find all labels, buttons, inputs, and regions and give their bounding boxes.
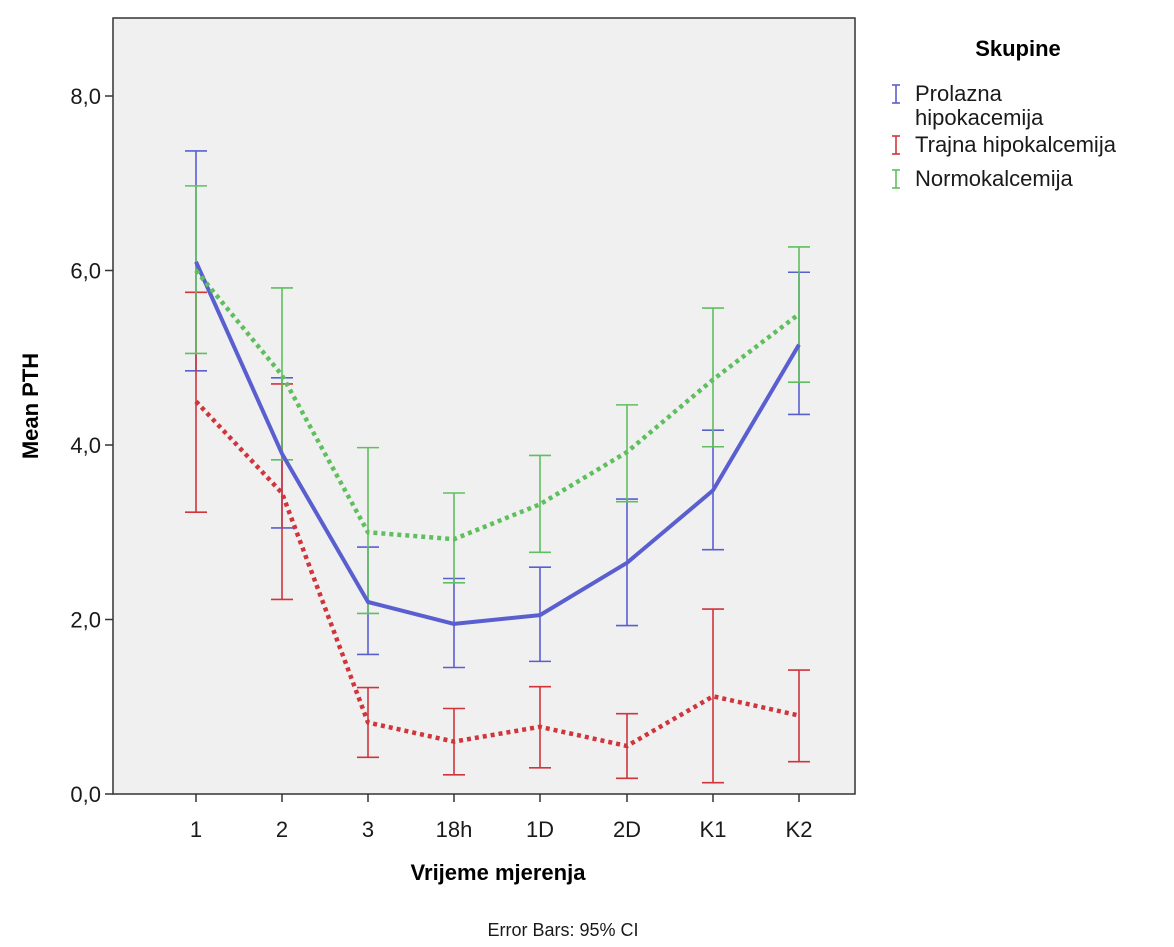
series-line bbox=[194, 260, 801, 626]
error-bar bbox=[788, 669, 810, 763]
y-axis: 0,0 2,0 4,0 6,0 8,0 bbox=[70, 84, 113, 807]
error-bar bbox=[702, 608, 724, 784]
y-tick-label: 4,0 bbox=[70, 433, 101, 458]
x-tick-label: 18h bbox=[436, 817, 473, 842]
x-tick-label: 1D bbox=[526, 817, 554, 842]
y-tick-label: 2,0 bbox=[70, 608, 101, 633]
series-lines bbox=[194, 260, 801, 749]
error-bar bbox=[702, 307, 724, 448]
x-axis-title: Vrijeme mjerenja bbox=[411, 860, 587, 885]
error-bar bbox=[788, 246, 810, 383]
error-bars-note: Error Bars: 95% CI bbox=[487, 920, 638, 940]
x-tick-label: 2 bbox=[276, 817, 288, 842]
x-tick-label: K2 bbox=[786, 817, 813, 842]
x-tick-label: 2D bbox=[613, 817, 641, 842]
y-tick-label: 8,0 bbox=[70, 84, 101, 109]
series-line bbox=[194, 269, 801, 542]
legend-entry: Trajna hipokalcemija bbox=[892, 132, 1117, 157]
y-tick-label: 6,0 bbox=[70, 259, 101, 284]
legend-label: Normokalcemija bbox=[915, 166, 1073, 191]
legend-label: Trajna hipokalcemija bbox=[915, 132, 1117, 157]
y-axis-title: Mean PTH bbox=[18, 353, 43, 459]
legend-title: Skupine bbox=[975, 36, 1061, 61]
legend-label: hipokacemija bbox=[915, 105, 1044, 130]
x-tick-label: K1 bbox=[700, 817, 727, 842]
x-axis: 1 2 3 18h 1D 2D K1 K2 bbox=[190, 794, 813, 842]
error-bar bbox=[271, 287, 293, 461]
y-tick-label: 0,0 bbox=[70, 782, 101, 807]
error-bar bbox=[529, 454, 551, 554]
error-bar bbox=[185, 185, 207, 355]
x-tick-label: 1 bbox=[190, 817, 202, 842]
legend-label: Prolazna bbox=[915, 81, 1003, 106]
error-bars bbox=[185, 150, 810, 784]
x-tick-label: 3 bbox=[362, 817, 374, 842]
plot-area bbox=[112, 17, 856, 795]
legend-entry: Normokalcemija bbox=[892, 166, 1073, 191]
